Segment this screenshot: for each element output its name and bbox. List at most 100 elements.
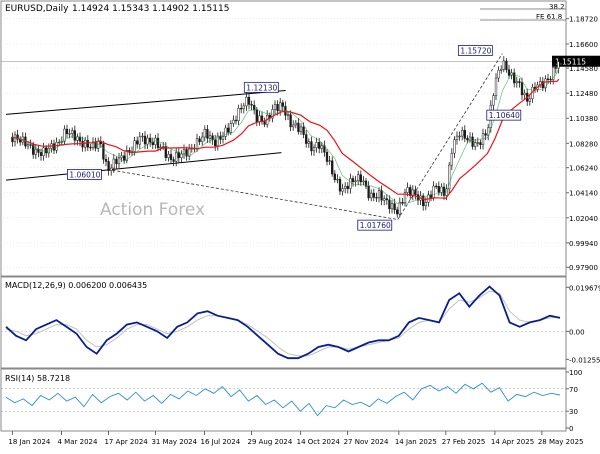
candle-body: [26, 144, 30, 147]
candle-body: [344, 185, 347, 189]
candle-body: [398, 202, 401, 215]
candle-body: [112, 158, 115, 169]
candle-body: [370, 192, 373, 199]
macd-title: MACD(12,26,9) 0.006200 0.006435: [5, 281, 147, 290]
x-tick-label: 16 Jul 2024: [201, 438, 241, 446]
candle-body: [195, 138, 199, 150]
x-tick-label: 31 May 2024: [151, 438, 197, 446]
fib-label-top: 38.2: [549, 3, 565, 11]
candle-body: [263, 121, 266, 125]
lower-channel-line: [5, 152, 282, 181]
candle-body: [63, 128, 66, 142]
candle-body: [185, 149, 188, 157]
candle-body: [180, 153, 183, 159]
rsi-lines: 100 70 30 0: [1, 369, 582, 433]
candle-body: [479, 142, 482, 145]
candle-body: [214, 139, 217, 147]
candle-body: [528, 98, 531, 102]
candle-body: [520, 82, 524, 96]
candle-body: [474, 142, 477, 147]
candle-body: [505, 60, 508, 70]
candle-body: [424, 202, 427, 207]
x-tick-label: 28 May 2025: [538, 438, 584, 446]
candle-body: [125, 150, 128, 161]
candle-body: [546, 78, 550, 80]
candle-body: [422, 195, 425, 207]
candle-body: [255, 109, 258, 123]
candle-body: [396, 209, 399, 215]
x-tick-label: 17 Apr 2024: [104, 438, 148, 446]
annotation-box: [67, 169, 102, 180]
candle-body: [143, 135, 147, 145]
candle-body: [276, 104, 279, 111]
candle-body: [149, 137, 152, 143]
candle-body: [471, 136, 474, 147]
time-axis: 18 Jan 2024 4 Mar 2024 17 Apr 2024 31 May 2…: [8, 431, 584, 446]
candle-body: [414, 189, 417, 195]
price-tick-label: 1.16600: [569, 41, 598, 49]
moving-averages: [12, 66, 560, 204]
candle-body: [523, 92, 526, 96]
candle-body: [458, 135, 461, 138]
candle-body: [401, 202, 404, 204]
candle-body: [198, 138, 201, 142]
candle-body: [372, 192, 375, 198]
candle-body: [502, 60, 505, 70]
candle-body: [388, 199, 391, 210]
watermark: Action Forex: [100, 200, 205, 220]
x-tick-label: 4 Mar 2024: [58, 438, 98, 446]
candle-body: [89, 146, 92, 149]
candle-body: [351, 178, 355, 182]
current-price-label: 1.15115: [555, 58, 586, 67]
candle-body: [177, 152, 180, 159]
candle-body: [78, 136, 82, 142]
x-tick-label: 27 Nov 2024: [344, 438, 389, 446]
candle-body: [146, 137, 149, 145]
candle-body: [188, 148, 191, 157]
candle-body: [437, 186, 440, 193]
candle-body: [500, 69, 503, 71]
candle-body: [310, 141, 313, 152]
candle-body: [461, 129, 464, 137]
candle-body: [432, 185, 435, 198]
candle-body: [435, 185, 438, 188]
candle-body: [328, 160, 331, 162]
candle-body: [45, 147, 48, 154]
support-dashed-line: [107, 168, 398, 220]
rsi-title: RSI(14) 58.7218: [5, 374, 70, 383]
candle-body: [518, 81, 521, 83]
price-tick-label: 1.12480: [569, 90, 598, 98]
candle-body: [39, 152, 43, 156]
price-tick-label: 1.06240: [569, 165, 598, 173]
candle-body: [333, 173, 336, 180]
macd-tick-label: 0.019679: [569, 284, 600, 292]
price-tick-label: 1.18720: [569, 16, 598, 24]
candle-body: [507, 69, 511, 76]
candle-body: [375, 197, 378, 199]
candle-body: [448, 164, 451, 190]
annotation-box: [243, 81, 279, 93]
candle-body: [71, 130, 74, 134]
candle-body: [492, 95, 495, 106]
rsi-tick-label: 0: [569, 425, 573, 433]
candle-body: [286, 114, 290, 116]
x-tick-label: 14 Apr 2025: [491, 438, 534, 446]
annotation-box: [486, 109, 522, 121]
candle-body: [52, 143, 56, 151]
candle-body: [393, 203, 396, 211]
macd-lines: 0.019679 0.00 -0.012552: [1, 284, 600, 364]
candle-body: [245, 96, 248, 107]
rsi-line: [5, 382, 561, 417]
candle-body: [442, 186, 446, 196]
candle-body: [68, 133, 71, 135]
candle-body: [312, 147, 316, 152]
candle-body: [468, 136, 472, 141]
candle-body: [229, 123, 232, 133]
annotation-label: 1.01760: [360, 221, 391, 230]
candle-body: [234, 119, 238, 122]
ohlc-readout: 1.14924 1.15343 1.14902 1.15115: [72, 4, 229, 14]
candle-body: [476, 142, 479, 144]
price-axis: 1.18720 1.16600 1.14580 1.12480 1.10380 1.082…: [552, 16, 600, 272]
candle-body: [42, 147, 45, 156]
